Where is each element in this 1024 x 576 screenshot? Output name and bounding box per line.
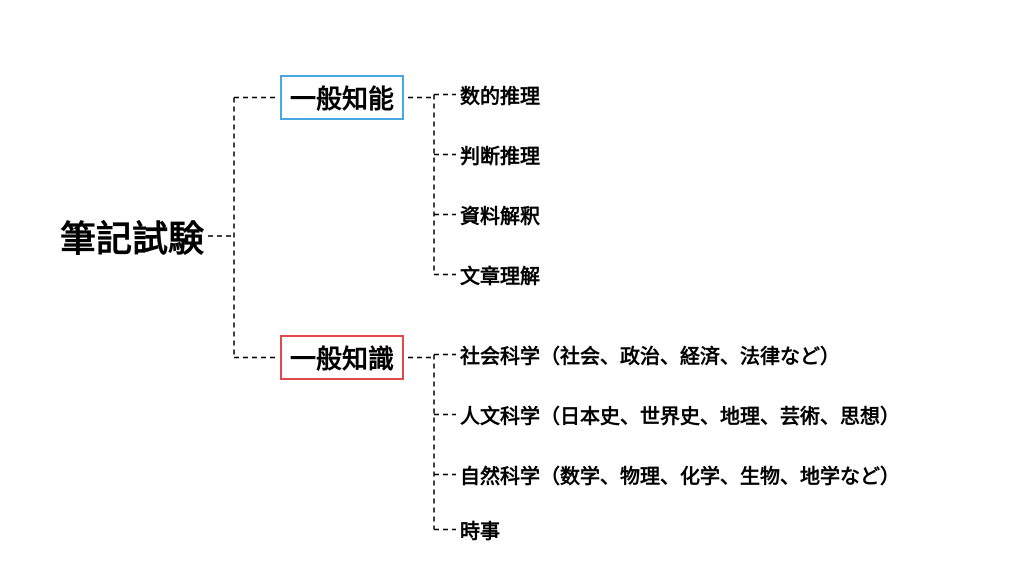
leaf-node: 自然科学（数学、物理、化学、生物、地学など）: [460, 460, 900, 489]
leaf-node: 社会科学（社会、政治、経済、法律など）: [460, 340, 840, 369]
leaf-node: 文章理解: [460, 260, 540, 289]
leaf-node: 時事: [460, 515, 500, 544]
leaf-node: 判断推理: [460, 140, 540, 169]
leaf-node: 資料解釈: [460, 200, 540, 229]
leaf-node: 数的推理: [460, 80, 540, 109]
category-node: 一般知識: [280, 335, 404, 380]
leaf-node: 人文科学（日本史、世界史、地理、芸術、思想）: [460, 400, 900, 429]
category-node: 一般知能: [280, 75, 404, 120]
root-node: 筆記試験: [60, 210, 204, 262]
